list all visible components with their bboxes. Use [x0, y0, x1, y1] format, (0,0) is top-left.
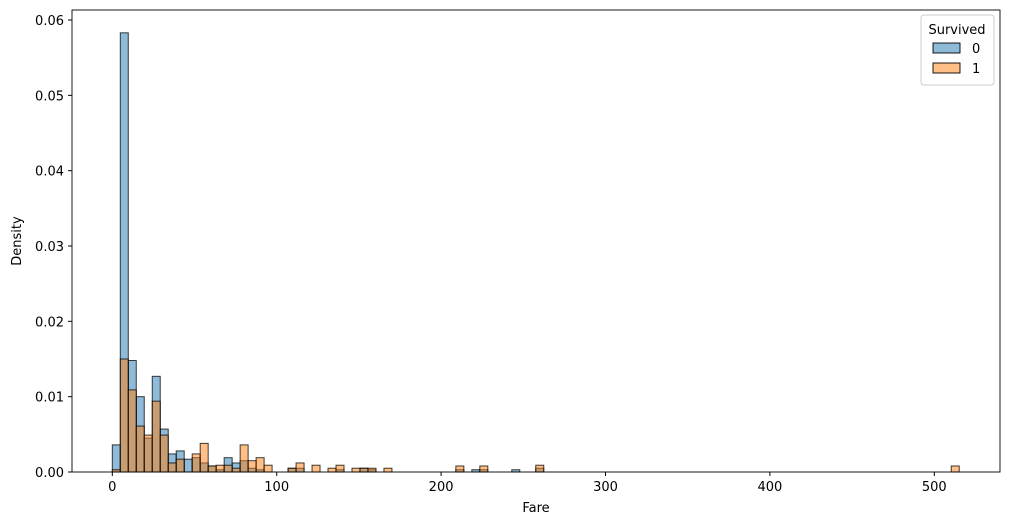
bar-survived-1-28 — [455, 465, 465, 473]
legend-label-0: 0 — [972, 42, 980, 57]
bar-survived-0-0 — [111, 444, 121, 473]
bar-survived-1-12 — [215, 464, 225, 473]
legend: Survived 0 1 — [920, 14, 995, 86]
bar-survived-1-17 — [255, 457, 265, 473]
bars-layer — [111, 32, 960, 473]
x-tick-label: 200 — [429, 480, 454, 495]
legend-label-1: 1 — [972, 62, 980, 77]
bar-survived-1-29 — [479, 465, 489, 473]
bar-survived-1-18 — [263, 464, 273, 473]
bar-survived-1-22 — [327, 467, 337, 473]
bar-survived-1-4 — [143, 434, 153, 473]
bar-survived-1-7 — [167, 462, 177, 473]
y-tick-label: 0.04 — [35, 165, 64, 180]
bar-survived-1-26 — [367, 467, 377, 473]
bar-survived-1-24 — [351, 467, 361, 473]
bar-survived-1-25 — [359, 467, 369, 473]
x-axis: 0 100 200 300 400 500 — [108, 472, 947, 495]
y-tick-label: 0.03 — [35, 240, 64, 255]
plot-frame — [71, 9, 1001, 473]
bar-survived-0-9 — [183, 458, 193, 473]
y-axis: 0.00 0.01 0.02 0.03 0.04 0.05 0.06 — [35, 14, 72, 481]
bar-survived-1-14 — [231, 467, 241, 473]
y-tick-label: 0.02 — [35, 315, 64, 330]
y-tick-label: 0.00 — [35, 466, 64, 481]
bar-survived-1-13 — [223, 464, 233, 473]
x-tick-label: 0 — [108, 480, 116, 495]
bar-survived-1-27 — [383, 467, 393, 473]
x-tick-label: 500 — [922, 480, 947, 495]
bar-survived-1-31 — [950, 465, 960, 473]
legend-swatch-0 — [932, 42, 961, 54]
bar-survived-1-6 — [159, 434, 169, 473]
legend-title: Survived — [928, 23, 985, 38]
x-axis-label: Fare — [522, 501, 549, 516]
bar-survived-1-16 — [247, 460, 257, 473]
bar-survived-1-8 — [175, 458, 185, 473]
y-tick-label: 0.01 — [35, 391, 64, 406]
bar-survived-1-15 — [239, 444, 249, 473]
x-tick-label: 100 — [264, 480, 289, 495]
bar-survived-1-1 — [119, 358, 129, 473]
bar-survived-1-3 — [135, 425, 145, 473]
bar-survived-1-11 — [207, 465, 217, 473]
bar-survived-1-21 — [311, 464, 321, 473]
bar-survived-1-19 — [287, 467, 297, 473]
y-tick-label: 0.05 — [35, 89, 64, 104]
y-axis-label: Density — [10, 216, 25, 266]
x-tick-label: 400 — [757, 480, 782, 495]
bar-survived-1-10 — [199, 442, 209, 473]
bar-survived-1-2 — [127, 389, 137, 473]
bar-survived-1-9 — [191, 453, 201, 473]
bar-survived-1-23 — [335, 464, 345, 473]
x-tick-label: 300 — [593, 480, 618, 495]
y-tick-label: 0.06 — [35, 14, 64, 29]
bar-survived-1-30 — [535, 464, 545, 473]
bar-survived-1-5 — [151, 400, 161, 473]
bar-survived-1-20 — [295, 462, 305, 473]
legend-swatch-1 — [932, 62, 961, 74]
